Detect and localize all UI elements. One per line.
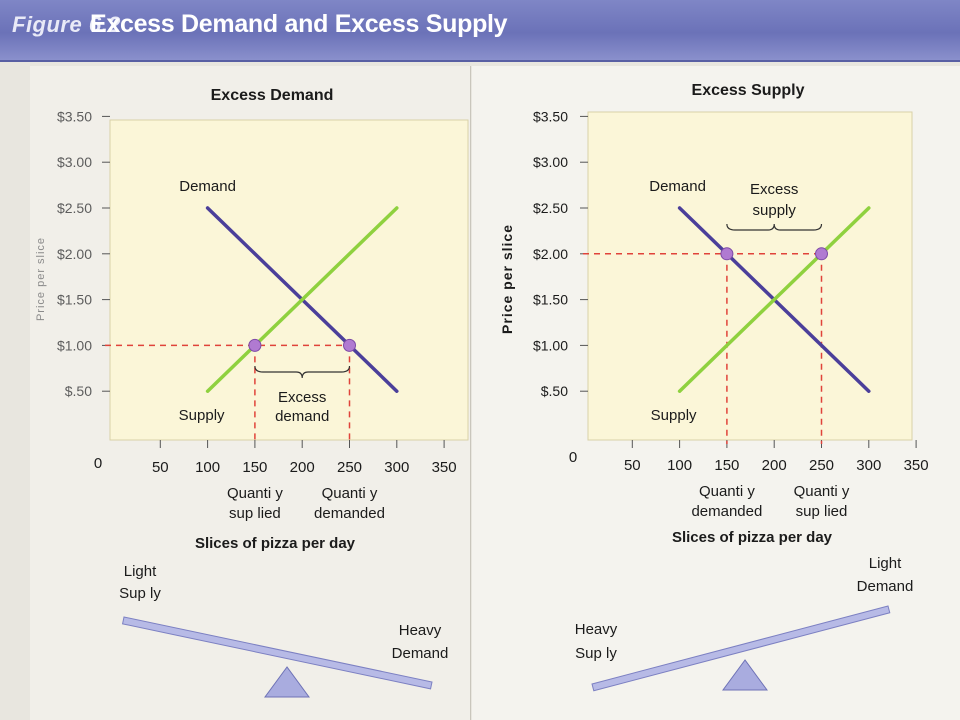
intersection-point-1-1 [815, 247, 828, 261]
chart-title-1: Excess Supply [692, 82, 805, 99]
supply-curve-0 [205, 206, 399, 393]
x-tick-label-1-1: 50 [624, 457, 641, 474]
y-tick-label-0-2: $1.50 [57, 292, 92, 308]
quantity-label-0-0-1: sup lied [229, 505, 281, 522]
seesaw-beam-1 [591, 605, 891, 692]
quantity-label-0-1-1: demanded [314, 505, 385, 522]
seesaw-low-label-1-0: Heavy [575, 621, 618, 638]
quantity-label-1-1-1: sup lied [796, 503, 848, 520]
x-tick-label-1-7: 350 [904, 457, 929, 474]
seesaw-low-label-0-0: Heavy [399, 622, 442, 639]
seesaw-fulcrum-1 [722, 659, 768, 691]
gap-label-1-0: Excess [750, 181, 798, 198]
x-zero-label-0: 0 [94, 455, 102, 472]
seesaw-high-label-0-0: Light [124, 563, 157, 580]
x-axis-label-0: Slices of pizza per day [195, 535, 356, 552]
demand-label-1: Demand [649, 178, 706, 195]
figure-header: Figure 6.2 Excess Demand and Excess Supp… [0, 0, 960, 62]
supply-label-1: Supply [651, 407, 697, 424]
x-zero-label-1: 0 [569, 449, 577, 466]
intersection-point-0-1 [343, 338, 356, 352]
y-tick-label-1-1: $1.00 [533, 337, 568, 353]
y-tick-label-0-3: $2.00 [57, 246, 92, 262]
gap-label-1-1: supply [753, 202, 797, 219]
gap-label-0-1: demand [275, 408, 329, 425]
intersection-point-0-0 [248, 338, 262, 352]
y-tick-label-1-2: $1.50 [533, 292, 568, 308]
plot-area-0 [109, 119, 469, 441]
y-tick-label-0-1: $1.00 [57, 337, 92, 353]
x-tick-label-0-2: 100 [195, 459, 220, 476]
x-tick-label-1-2: 100 [667, 457, 692, 474]
y-tick-label-1-5: $3.00 [533, 154, 568, 170]
intersection-point-1-0 [720, 247, 734, 261]
x-tick-label-1-6: 300 [856, 457, 881, 474]
x-tick-label-1-4: 200 [762, 457, 787, 474]
x-tick-label-0-3: 150 [242, 459, 267, 476]
x-axis-label-1: Slices of pizza per day [672, 529, 833, 546]
seesaw-high-label-1-1: Demand [857, 578, 914, 595]
y-tick-label-1-4: $2.50 [533, 200, 568, 216]
x-tick-label-0-4: 200 [290, 459, 315, 476]
y-axis-label-0: Price per slice [35, 237, 47, 321]
y-tick-label-0-5: $3.00 [57, 154, 92, 170]
y-tick-label-0-6: $3.50 [57, 108, 92, 124]
x-tick-label-0-6: 300 [384, 459, 409, 476]
gap-label-0-0: Excess [278, 389, 326, 406]
figure-title: Excess Demand and Excess Supply [90, 10, 508, 38]
x-tick-label-0-5: 250 [337, 459, 362, 476]
x-tick-label-1-3: 150 [714, 457, 739, 474]
x-tick-label-0-7: 350 [432, 459, 457, 476]
gap-brace-0 [254, 365, 351, 379]
quantity-label-0-0-0: Quanti y [227, 485, 283, 502]
figure-label: Figure 6.2 [12, 12, 121, 37]
y-tick-label-1-6: $3.50 [533, 108, 568, 124]
chart-title-0: Excess Demand [211, 87, 334, 104]
y-tick-label-0-0: $.50 [65, 383, 92, 399]
supply-curve-1 [677, 206, 871, 393]
y-axis-label-1: Price per slice [499, 224, 515, 334]
x-tick-label-0-1: 50 [152, 459, 169, 476]
seesaw-beam-0 [121, 616, 433, 690]
y-tick-label-1-3: $2.00 [533, 246, 568, 262]
gap-brace-1 [726, 223, 823, 231]
seesaw-low-label-0-1: Demand [392, 645, 449, 662]
supply-label-0: Supply [179, 407, 225, 424]
quantity-label-0-1-0: Quanti y [322, 485, 378, 502]
quantity-label-1-1-0: Quanti y [794, 483, 850, 500]
seesaw-high-label-1-0: Light [869, 555, 902, 572]
seesaw-low-label-1-1: Sup ly [575, 645, 617, 662]
seesaw-fulcrum-0 [264, 666, 310, 698]
seesaw-high-label-0-1: Sup ly [119, 585, 161, 602]
y-tick-label-1-0: $.50 [541, 383, 568, 399]
x-tick-label-1-5: 250 [809, 457, 834, 474]
y-tick-label-0-4: $2.50 [57, 200, 92, 216]
quantity-label-1-0-1: demanded [691, 503, 762, 520]
quantity-label-1-0-0: Quanti y [699, 483, 755, 500]
demand-label-0: Demand [179, 178, 236, 195]
